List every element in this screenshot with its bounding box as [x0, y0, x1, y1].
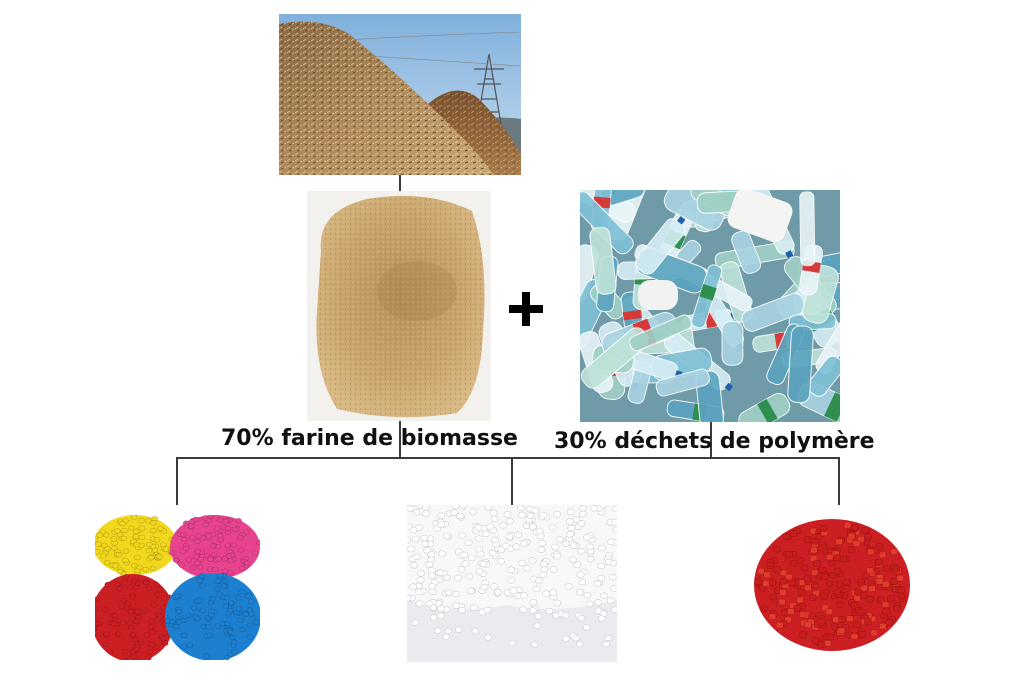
connector-powder-down	[399, 420, 401, 458]
white-pellets-photo	[407, 505, 617, 662]
biomass-label: 70% farine de biomasse	[221, 426, 518, 451]
connector-drop-left	[176, 457, 178, 505]
polymer-label: 30% déchets de polymère	[554, 429, 875, 454]
connector-drop-middle	[511, 457, 513, 505]
plus-operator	[509, 292, 543, 326]
connector-chips-to-powder	[399, 174, 401, 192]
connector-horizontal-bar	[176, 457, 840, 459]
red-pellets-photo	[752, 515, 912, 655]
connector-bottles-down	[710, 420, 712, 458]
multicolor-pellets-photo	[95, 515, 260, 660]
wood-chips-pile-photo	[279, 14, 521, 175]
biomass-flour-photo	[307, 191, 491, 421]
connector-drop-right	[838, 457, 840, 505]
plastic-bottle-waste-photo	[580, 190, 840, 422]
